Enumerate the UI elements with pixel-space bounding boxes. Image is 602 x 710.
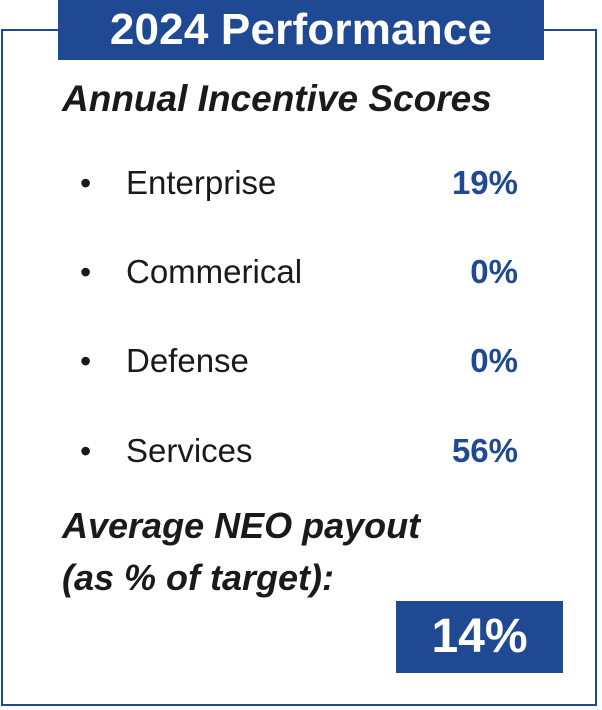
payout-label-line2: (as % of target): [62,557,335,598]
section-subtitle: Annual Incentive Scores [62,78,492,119]
page-title: 2024 Performance [58,0,544,60]
payout-value-badge: 14% [396,601,563,673]
payout-label-line1: Average NEO payout [62,505,421,546]
